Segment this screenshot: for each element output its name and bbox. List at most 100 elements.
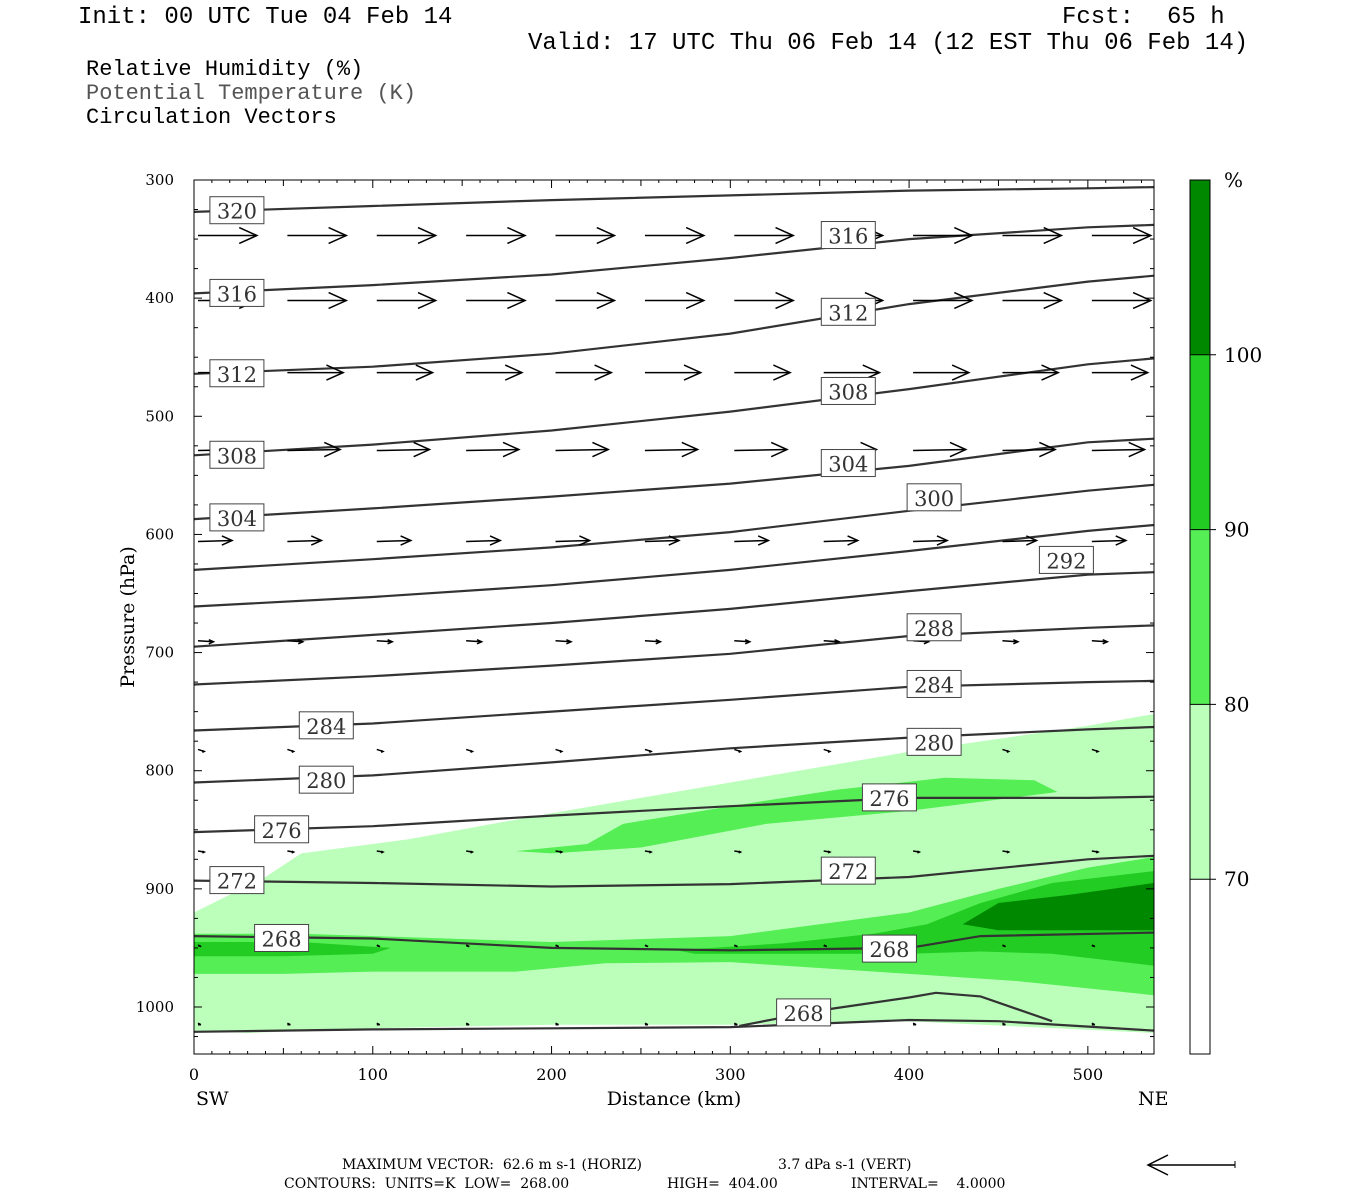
vector-arrow xyxy=(376,748,385,753)
vector-arrow xyxy=(1091,291,1153,310)
y-tick-label: 400 xyxy=(145,289,174,307)
theta-contour-292 xyxy=(193,571,1155,648)
theta-contour-272 xyxy=(193,854,1155,888)
theta-contour-300 xyxy=(193,483,1155,571)
y-axis-label: Pressure (hPa) xyxy=(117,546,139,688)
vector-arrow xyxy=(198,226,259,245)
theta-contour-320 xyxy=(193,186,1155,213)
vector-arrow xyxy=(376,535,413,546)
colorbar-level-label: 80 xyxy=(1224,692,1249,716)
vector-arrow xyxy=(555,638,573,645)
theta-contour-284 xyxy=(193,679,1155,732)
vector-arrow xyxy=(733,1022,738,1026)
contour-label-text: 312 xyxy=(217,363,257,387)
vector-arrow xyxy=(197,748,207,753)
contour-label: 316 xyxy=(820,221,876,250)
vector-arrow xyxy=(1002,226,1064,245)
vector-arrow xyxy=(913,364,971,381)
contour-label: 316 xyxy=(209,278,265,307)
contour-label-text: 284 xyxy=(914,673,954,697)
vector-arrow xyxy=(555,441,611,458)
contour-label: 268 xyxy=(776,998,832,1027)
contour-label-text: 272 xyxy=(828,860,868,884)
contour-label-text: 292 xyxy=(1046,549,1086,573)
valid-time: Valid: 17 UTC Thu 06 Feb 14 (12 EST Thu … xyxy=(528,30,1249,57)
vector-arrow xyxy=(644,1022,649,1026)
contour-label-text: 268 xyxy=(869,938,909,962)
contour-label-text: 300 xyxy=(914,487,954,511)
contour-label-text: 308 xyxy=(217,444,257,468)
vector-arrow xyxy=(734,441,789,458)
contour-label: 284 xyxy=(298,711,354,740)
vector-arrow xyxy=(1091,1022,1096,1026)
rh-region-70-80 xyxy=(194,714,1154,1033)
vector-arrow xyxy=(1002,441,1057,458)
footer-interval: INTERVAL= 4.0000 xyxy=(851,1176,1006,1192)
vector-arrow xyxy=(1091,748,1100,753)
vector-arrow xyxy=(465,944,470,948)
x-tick-label: 200 xyxy=(536,1065,567,1084)
vector-arrow xyxy=(466,850,475,854)
contour-label: 288 xyxy=(906,613,962,642)
vector-arrow xyxy=(913,441,968,458)
vector-arrow xyxy=(644,226,706,245)
vector-arrow xyxy=(913,291,974,310)
y-tick-label: 800 xyxy=(145,762,174,780)
contour-label: 268 xyxy=(861,934,917,963)
theta-contour-276 xyxy=(193,795,1155,834)
vector-arrow xyxy=(197,535,234,546)
vector-arrow xyxy=(197,944,202,948)
y-tick-label: 300 xyxy=(145,171,174,189)
contour-label: 312 xyxy=(820,297,876,326)
colorbar-segment xyxy=(1190,529,1210,705)
vector-arrow xyxy=(1091,850,1100,854)
vector-arrow xyxy=(466,226,527,245)
legend-potential-temperature: Potential Temperature (K) xyxy=(86,81,417,106)
x-tick-label: 0 xyxy=(189,1065,199,1084)
vector-arrow xyxy=(287,850,296,854)
theta-contour-296 xyxy=(193,523,1155,608)
vector-arrow xyxy=(1002,1022,1006,1026)
contour-label-text: 280 xyxy=(914,731,954,755)
vector-arrow xyxy=(555,226,617,245)
contour-label: 280 xyxy=(906,727,962,756)
contour-label: 304 xyxy=(820,449,876,478)
vector-arrow xyxy=(1002,850,1011,854)
colorbar-segment xyxy=(1190,704,1210,880)
vector-arrow xyxy=(823,944,828,948)
contour-label-text: 284 xyxy=(306,715,346,739)
y-tick-label: 600 xyxy=(145,525,174,543)
contour-label-text: 320 xyxy=(217,200,257,224)
vector-arrow xyxy=(1091,638,1110,645)
vector-arrow xyxy=(1002,535,1039,546)
rh-region-80-90 xyxy=(515,777,1058,854)
vector-arrow xyxy=(644,535,681,546)
init-time: Init: 00 UTC Tue 04 Feb 14 xyxy=(78,4,453,31)
vector-arrow xyxy=(466,535,503,546)
x-tick-label: 400 xyxy=(894,1065,925,1084)
y-tick-label: 500 xyxy=(145,407,174,425)
x-axis-label: Distance (km) xyxy=(607,1088,742,1110)
vector-arrow xyxy=(465,748,475,753)
colorbar-segment xyxy=(1190,879,1210,1054)
vector-arrow xyxy=(734,638,752,645)
colorbar-frame xyxy=(1189,179,1211,1055)
humidity-fills xyxy=(194,714,1154,1033)
vector-arrow xyxy=(912,1022,917,1026)
contour-label-text: 312 xyxy=(828,301,868,325)
contour-label: 320 xyxy=(209,196,265,225)
contour-label-text: 316 xyxy=(217,282,257,306)
vector-arrow xyxy=(1091,226,1153,245)
theta-contour-316 xyxy=(193,223,1155,295)
vector-arrow xyxy=(734,226,796,245)
vector-arrow xyxy=(644,638,663,645)
y-tick-label: 700 xyxy=(145,644,174,662)
vector-arrow xyxy=(913,535,950,546)
vector-arrow xyxy=(287,638,305,645)
footer-vertical-vector: 3.7 dPa s-1 (VERT) xyxy=(778,1157,912,1173)
vector-arrow xyxy=(555,1022,559,1026)
vector-arrow xyxy=(555,535,592,546)
contour-label: 308 xyxy=(820,376,876,405)
vector-arrow xyxy=(555,944,559,948)
theta-contour-312 xyxy=(193,274,1155,375)
